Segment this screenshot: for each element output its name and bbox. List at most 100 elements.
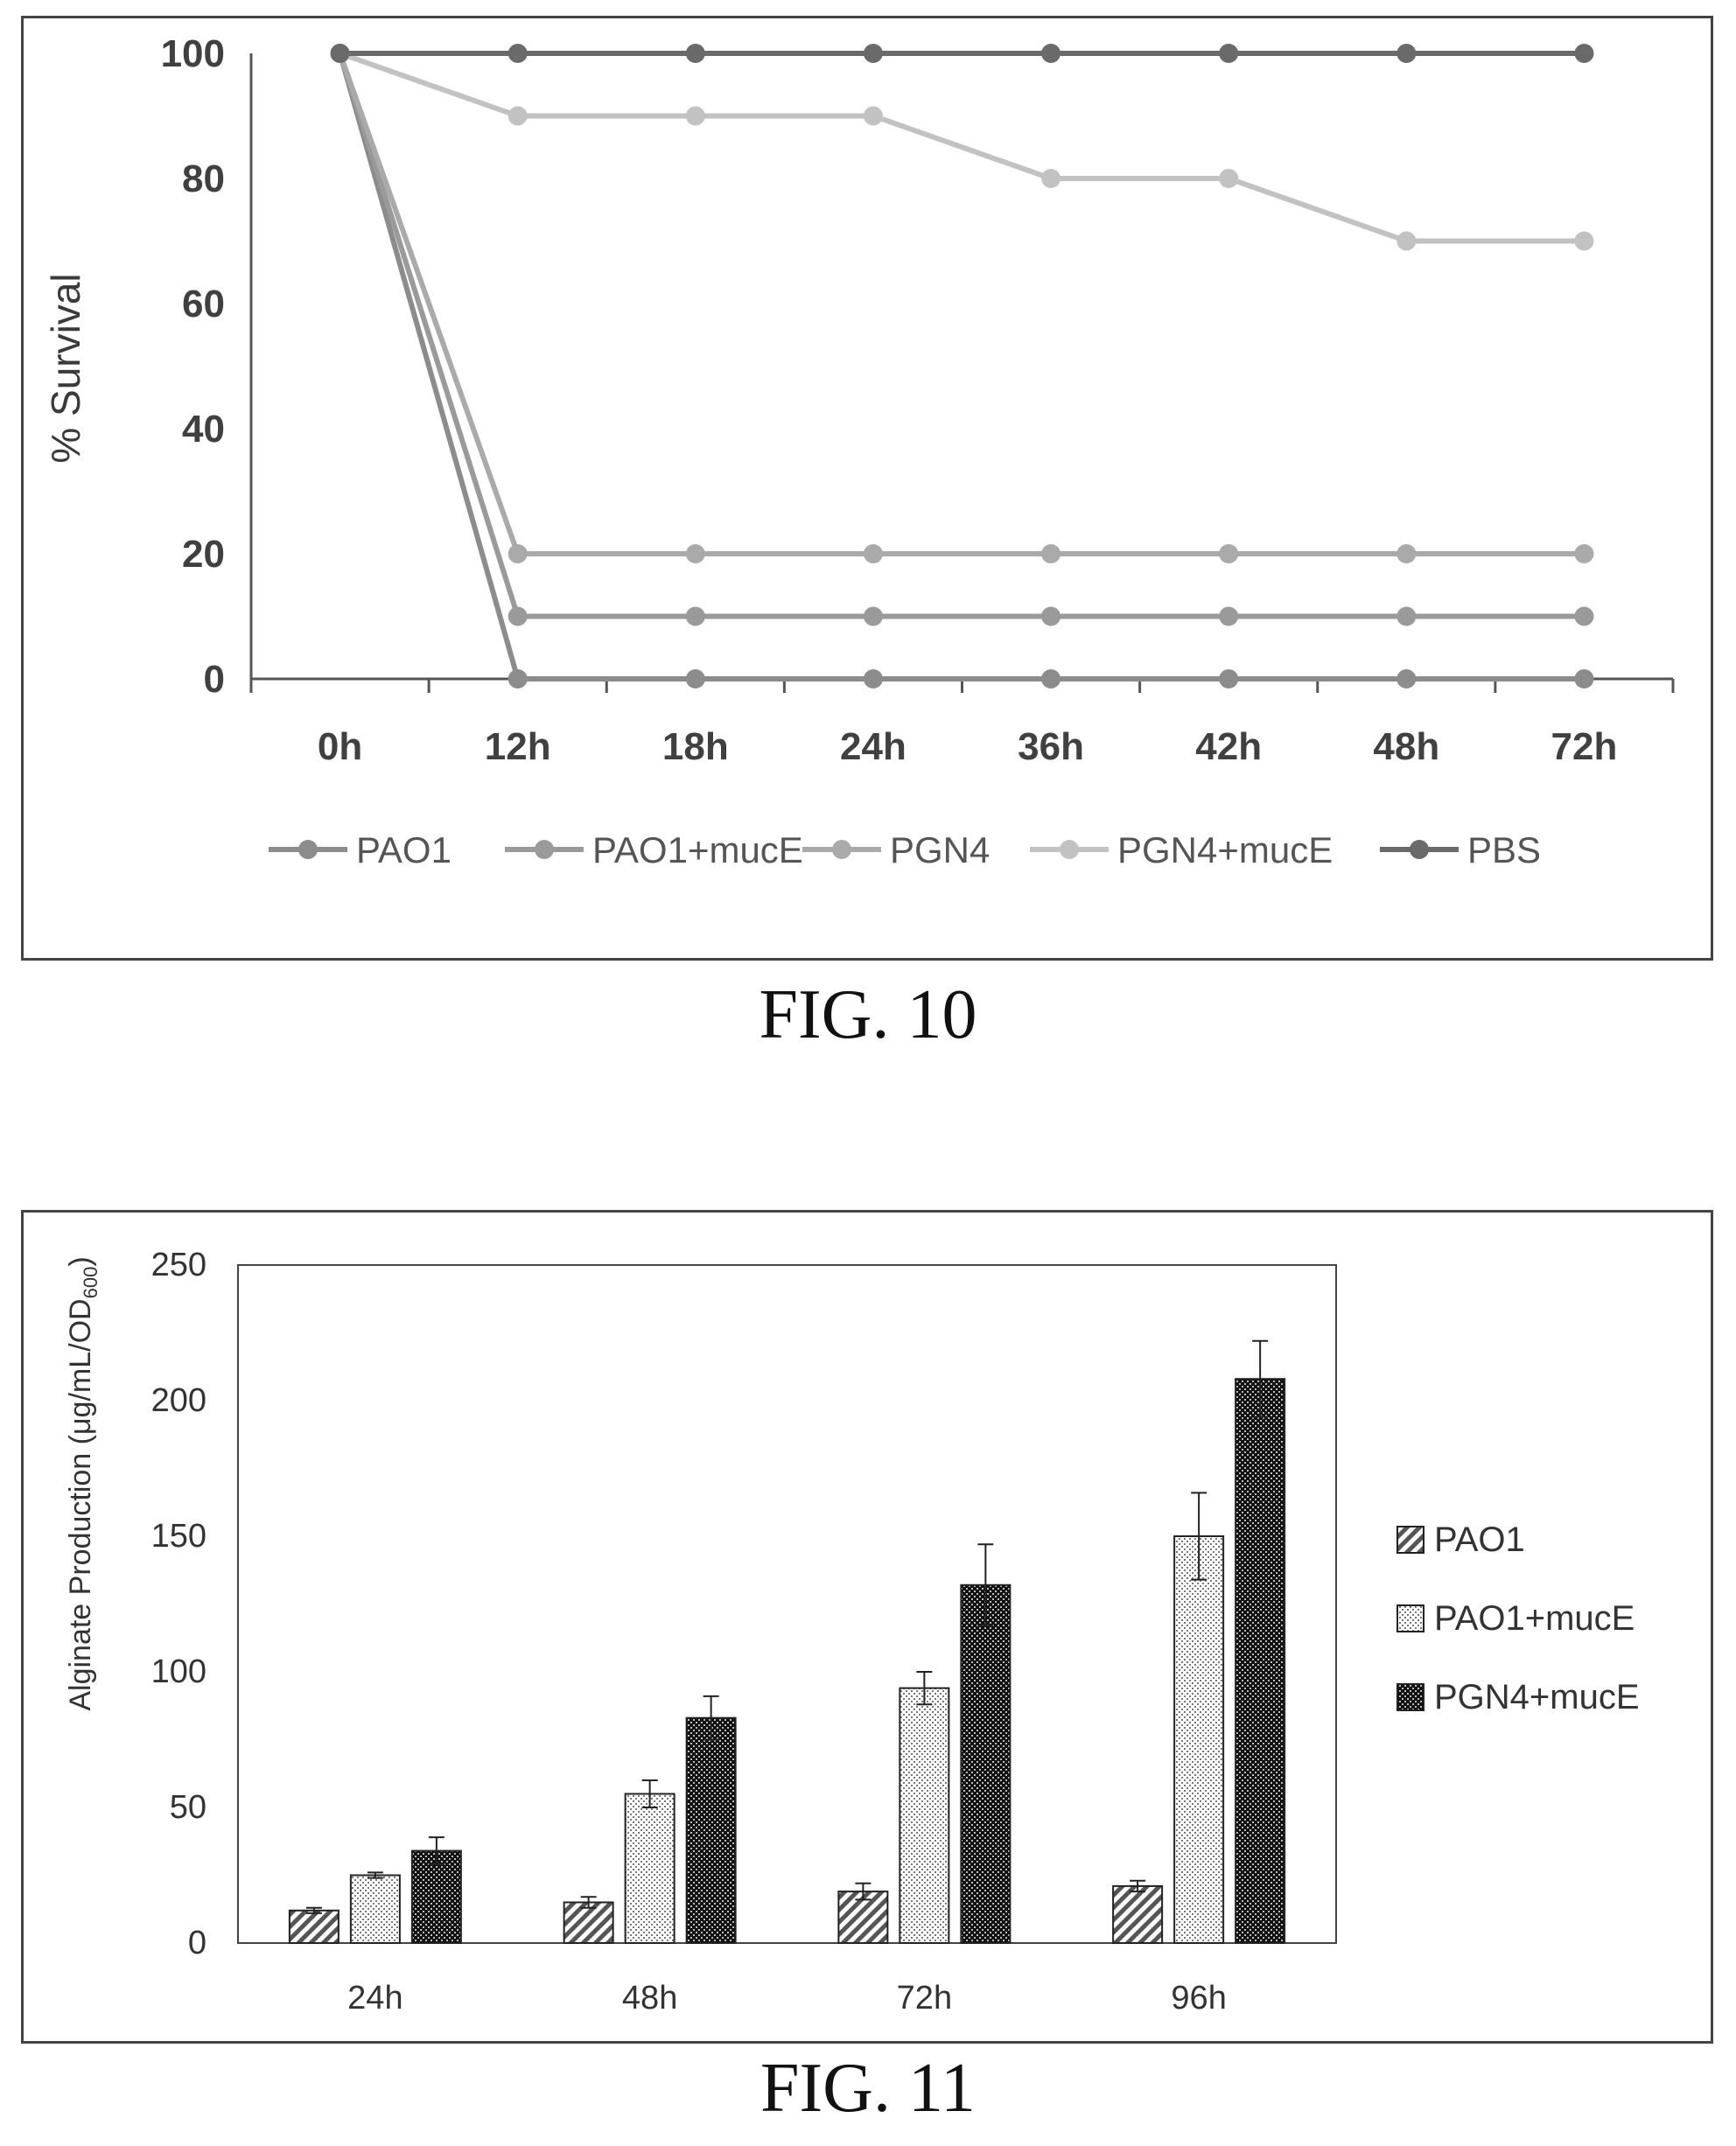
data-point (1396, 544, 1417, 563)
data-point (508, 106, 528, 126)
data-point (1396, 669, 1417, 689)
series-line (337, 52, 1585, 619)
data-point (1219, 544, 1239, 563)
legend-marker (832, 840, 851, 859)
x-tick-label: 48h (622, 1980, 677, 2017)
data-point (1041, 544, 1061, 563)
y-tick-label: 20 (182, 533, 225, 576)
bar (563, 1901, 614, 1944)
legend-label: PGN4 (890, 829, 990, 870)
data-point (1219, 169, 1239, 188)
bar (288, 1909, 340, 1944)
y-tick-label: 0 (188, 1925, 206, 1961)
data-point (685, 606, 705, 626)
y-axis-title: Alginate Production (μg/mL/OD600) (64, 1256, 102, 1710)
data-point (1574, 669, 1594, 689)
x-tick-label: 0h (318, 725, 362, 768)
error-bar (305, 1906, 322, 1914)
legend-item: PBS (1380, 829, 1541, 870)
data-point (508, 606, 528, 626)
series-pao1-muce (330, 44, 1594, 626)
legend-swatch (1396, 1683, 1424, 1711)
data-point (863, 606, 883, 626)
x-tick-label: 42h (1195, 725, 1262, 768)
y-axis-title: % Survival (43, 273, 88, 463)
legend-marker (535, 840, 554, 859)
legend-swatch (1396, 1526, 1424, 1554)
y-axis-title-text: Alginate Production (μg/mL/OD (64, 1298, 97, 1710)
legend-item: PGN4+mucE (1030, 829, 1333, 870)
x-tick-label: 96h (1171, 1980, 1226, 2017)
legend-label: PAO1 (356, 829, 452, 870)
series-line (337, 52, 1585, 556)
data-point (685, 544, 705, 563)
data-point (1041, 606, 1061, 626)
error-bar (1252, 1339, 1269, 1418)
data-point (1041, 44, 1061, 63)
error-bar (916, 1671, 933, 1706)
error-bar (977, 1543, 994, 1627)
bar (1173, 1535, 1225, 1944)
series-line (337, 52, 1585, 682)
error-bar (1191, 1492, 1208, 1581)
y-axis-title-close: ) (64, 1256, 97, 1266)
data-point (508, 544, 528, 563)
data-point (1219, 669, 1239, 689)
alginate-bar-chart: 0 50 100 150 200 250 24h 48h 72h 96h PAO1 PAO1+mu… (64, 1247, 1640, 2017)
data-point (1219, 44, 1239, 63)
y-tick-label: 40 (182, 408, 225, 451)
data-point (1396, 606, 1417, 626)
error-bar (580, 1896, 597, 1909)
legend-item: PAO1+mucE (1396, 1599, 1634, 1638)
y-tick-label: 200 (151, 1382, 206, 1419)
legend-marker (298, 840, 318, 859)
legend-item: PAO1 (269, 829, 452, 870)
series-pao1 (330, 44, 1594, 689)
data-point (863, 106, 883, 126)
data-point (685, 44, 705, 63)
series-pgn4-muce (330, 44, 1594, 251)
series-line (339, 51, 1585, 244)
fig11-chart-panel: 0 50 100 150 200 250 24h 48h 72h 96h PAO1 PAO1+mu… (21, 1210, 1713, 2044)
data-point (863, 669, 883, 689)
data-point (1396, 231, 1417, 251)
error-bar (428, 1836, 444, 1866)
data-point (1219, 606, 1239, 626)
bar (960, 1583, 1012, 1944)
data-point (1041, 669, 1061, 689)
figure-caption-10: FIG. 10 (759, 976, 977, 1053)
legend-marker (1060, 840, 1079, 859)
bar (1112, 1884, 1164, 1945)
x-tick-label: 18h (662, 725, 729, 768)
x-tick-label: 72h (1551, 725, 1618, 768)
bar (410, 1849, 462, 1944)
y-tick-label: 80 (182, 157, 225, 200)
data-point (330, 44, 350, 63)
y-tick-label: 100 (161, 32, 225, 75)
fig10-chart-panel: 0 20 40 60 80 100 0h 12h 18h 24h 36h 42h 48h 72h PAO… (21, 16, 1713, 961)
legend-marker (1410, 840, 1429, 859)
data-point (863, 44, 883, 63)
legend-label: PAO1+mucE (1434, 1599, 1634, 1638)
data-point (1041, 169, 1061, 188)
legend-item: PGN4+mucE (1396, 1678, 1640, 1716)
x-tick-label: 48h (1373, 725, 1439, 768)
x-tick-label: 72h (897, 1980, 952, 2017)
bar (624, 1793, 676, 1944)
bar (899, 1687, 950, 1944)
data-point (1574, 606, 1594, 626)
legend-label: PGN4+mucE (1117, 829, 1333, 870)
y-tick-label: 50 (170, 1789, 206, 1826)
y-axis-title-subscript: 600 (80, 1267, 102, 1299)
y-tick-label: 150 (151, 1518, 206, 1555)
x-tick-label: 24h (840, 725, 906, 768)
x-tick-label: 12h (485, 725, 551, 768)
x-tick-label: 24h (347, 1980, 402, 2017)
series-pbs (330, 44, 1594, 63)
x-tick-label: 36h (1018, 725, 1084, 768)
data-point (685, 106, 705, 126)
bar (349, 1874, 401, 1944)
figure-caption-11: FIG. 11 (760, 2050, 976, 2127)
legend-label: PAO1 (1434, 1520, 1525, 1559)
plot-area-border (237, 1264, 1337, 1944)
